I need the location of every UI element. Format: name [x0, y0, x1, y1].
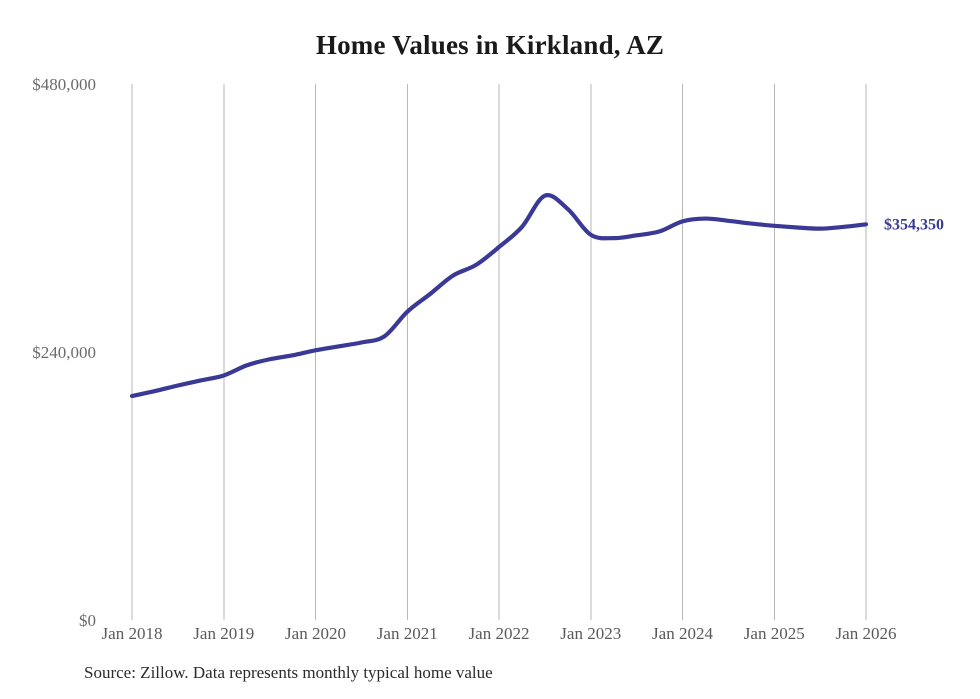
chart-title: Home Values in Kirkland, AZ [315, 30, 665, 60]
y-tick-480000: $480,000 [32, 75, 96, 94]
y-axis-tick-labels: $480,000 $240,000 $0 [32, 75, 96, 630]
x-axis-tick-labels: Jan 2018 Jan 2019 Jan 2020 Jan 2021 Jan 2022… [102, 624, 897, 643]
end-value-label: $354,350 [884, 216, 944, 233]
y-tick-240000: $240,000 [32, 343, 96, 362]
x-tick-jan-2020: Jan 2020 [285, 624, 346, 643]
gridlines-group [131, 84, 867, 620]
x-tick-jan-2024: Jan 2024 [652, 624, 713, 643]
home-value-line-series [129, 193, 869, 399]
x-tick-jan-2026: Jan 2026 [836, 624, 897, 643]
x-tick-jan-2019: Jan 2019 [193, 624, 254, 643]
x-tick-jan-2023: Jan 2023 [560, 624, 621, 643]
x-tick-jan-2022: Jan 2022 [469, 624, 530, 643]
source-note: Source: Zillow. Data represents monthly … [84, 663, 493, 682]
x-tick-jan-2018: Jan 2018 [102, 624, 163, 643]
y-tick-0: $0 [79, 611, 96, 630]
x-tick-jan-2021: Jan 2021 [377, 624, 438, 643]
x-tick-jan-2025: Jan 2025 [744, 624, 805, 643]
